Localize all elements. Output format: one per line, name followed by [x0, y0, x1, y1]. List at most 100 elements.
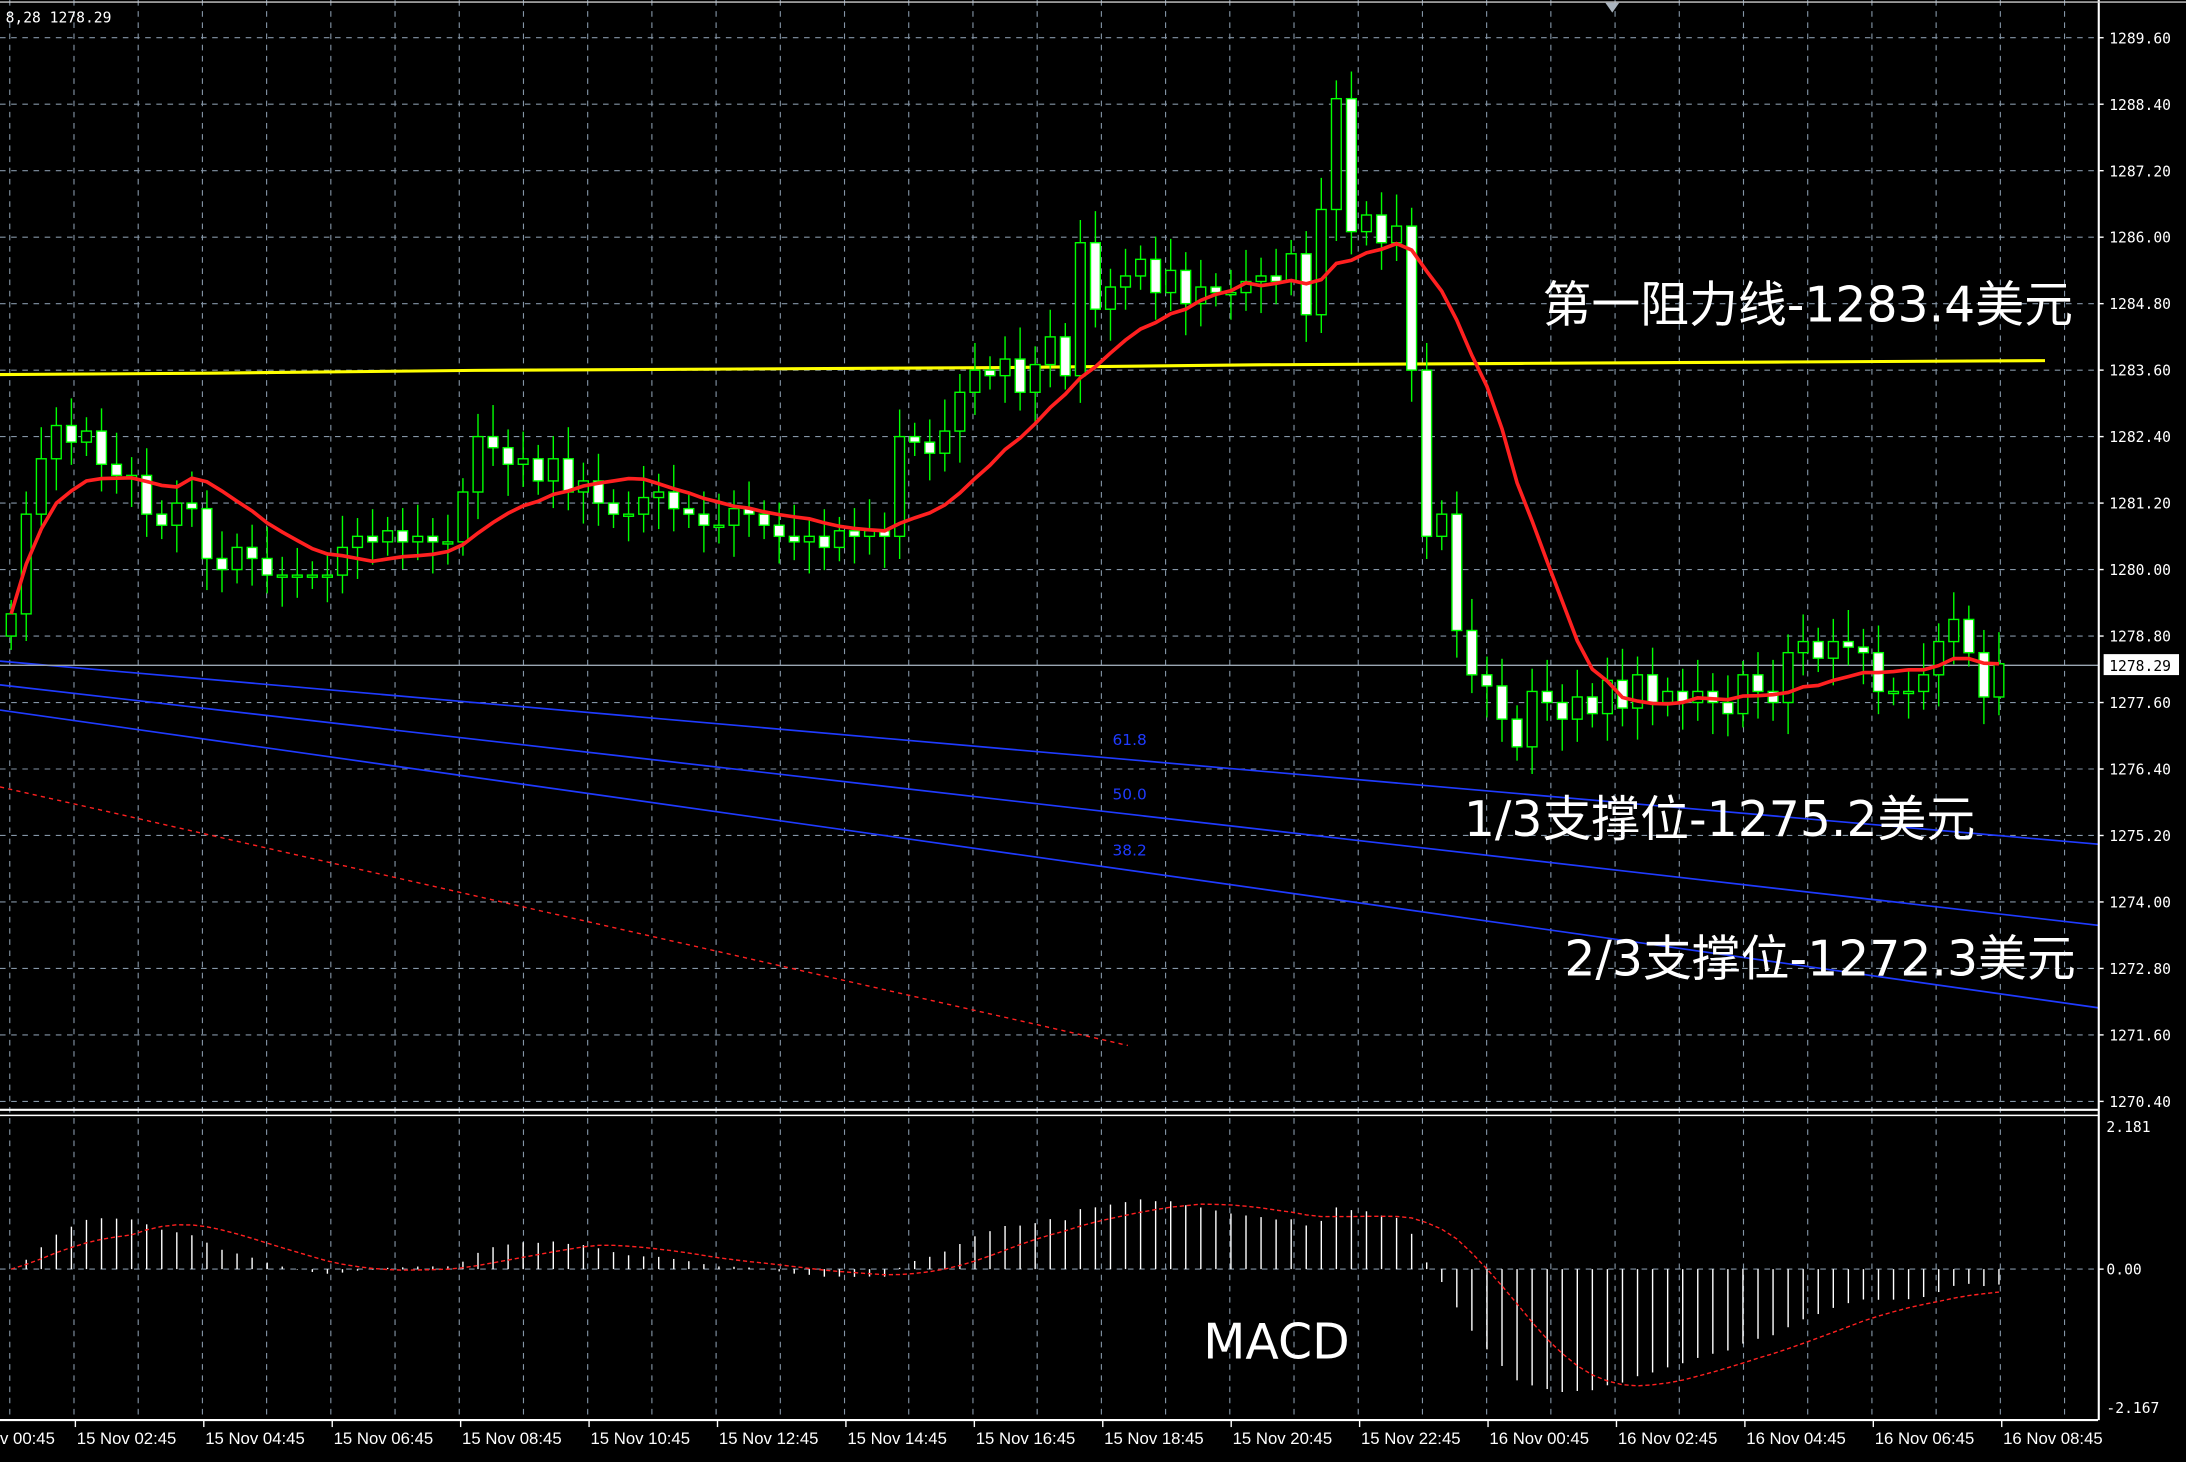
candle — [1827, 618, 1839, 686]
candle — [999, 336, 1011, 403]
bull-candle-body — [1044, 336, 1056, 366]
price-tick-label: 1288.40 — [2109, 97, 2171, 114]
candle — [1044, 309, 1056, 388]
price-tick-label: 1270.40 — [2109, 1094, 2171, 1111]
bull-candle-body — [517, 458, 529, 466]
bear-candle-body — [1767, 690, 1779, 704]
price-tick-label: 1284.80 — [2109, 296, 2171, 313]
price-axis[interactable]: 1289.60 1288.40 1287.20 1286.00 1284.80 1283.… — [2098, 30, 2171, 1111]
bear-candle-body — [683, 507, 695, 515]
bull-candle-body — [1526, 690, 1538, 748]
candle — [1180, 252, 1192, 336]
bull-candle-body — [1571, 696, 1583, 720]
bull-candle-body — [713, 524, 725, 529]
candle — [773, 502, 785, 564]
current-price-label: 1278.29 — [2109, 658, 2171, 675]
candle — [1089, 211, 1101, 328]
macd-max-label: 2.181 — [2106, 1119, 2150, 1136]
candle — [442, 514, 454, 565]
bull-candle-body — [1315, 208, 1327, 316]
fibo-label-38.2: 38.2 — [1113, 841, 1147, 859]
bull-candle-body — [1029, 363, 1041, 393]
candle — [141, 448, 153, 537]
candle — [924, 419, 936, 481]
candle — [1014, 327, 1026, 411]
bear-candle-body — [1421, 369, 1433, 538]
candle — [668, 464, 680, 532]
candle — [1436, 500, 1448, 551]
bull-candle-body — [276, 574, 288, 578]
bear-candle-body — [758, 513, 770, 526]
bear-candle-body — [1722, 701, 1734, 715]
bull-candle-body — [1993, 663, 2005, 698]
candles — [5, 71, 2005, 774]
shift-marker-icon[interactable] — [1605, 2, 1620, 13]
fibo-line-50.0 — [0, 684, 2099, 927]
bear-candle-body — [1466, 629, 1478, 676]
macd-min-label: -2.167 — [2106, 1400, 2159, 1417]
time-tick-label: 15 Nov 12:45 — [719, 1429, 819, 1448]
candle — [984, 356, 996, 390]
bear-candle-body — [1842, 640, 1854, 648]
candle — [35, 427, 47, 533]
price-tick-label: 1281.20 — [2109, 496, 2171, 513]
time-tick-label: 15 Nov 02:45 — [77, 1429, 177, 1448]
time-tick-label: 15 Nov 06:45 — [334, 1429, 434, 1448]
candle — [397, 508, 409, 570]
bull-candle-body — [1074, 242, 1086, 377]
bear-candle-body — [201, 507, 213, 560]
candle — [1918, 643, 1930, 710]
candle — [1631, 656, 1644, 740]
fibo-label-50.0: 50.0 — [1113, 785, 1147, 803]
bear-candle-body — [1180, 269, 1192, 305]
bull-candle-body — [35, 458, 47, 515]
candle — [1978, 629, 1990, 725]
candle — [1104, 268, 1117, 341]
candle — [1466, 598, 1478, 694]
bear-candle-body — [1375, 214, 1388, 244]
bull-candle-body — [1165, 269, 1177, 294]
candle — [1345, 71, 1357, 255]
time-tick-label: 15 Nov 22:45 — [1361, 1429, 1461, 1448]
fibonacci-channel: 61.8 50.0 38.2 — [0, 660, 2099, 1047]
bear-candle-body — [984, 369, 996, 377]
candle — [1571, 669, 1583, 742]
price-tick-label: 1277.60 — [2109, 695, 2171, 712]
bull-candle-body — [1933, 640, 1945, 676]
candle — [1752, 652, 1764, 719]
candle — [1842, 610, 1854, 666]
time-tick-label: 15 Nov 14:45 — [847, 1429, 947, 1448]
bear-candle-body — [1812, 640, 1824, 659]
candle — [1797, 614, 1809, 676]
price-readout: 8,28 1278.29 — [6, 9, 112, 26]
candle — [306, 561, 318, 589]
candle — [1963, 605, 1975, 667]
fibo-label-61.8: 61.8 — [1113, 731, 1147, 749]
bear-candle-body — [773, 524, 785, 538]
candle — [833, 516, 845, 562]
candle — [321, 552, 333, 603]
time-tick-label: v 00:45 — [0, 1429, 55, 1448]
price-tick-label: 1278.80 — [2109, 629, 2171, 646]
candle — [231, 533, 243, 584]
candle — [1135, 245, 1147, 290]
bull-candle-body — [231, 546, 243, 571]
time-tick-label: 15 Nov 10:45 — [590, 1429, 690, 1448]
bull-candle-body — [1360, 214, 1373, 233]
candle — [1451, 491, 1463, 658]
bull-candle-body — [623, 513, 635, 517]
bull-candle-body — [306, 574, 318, 578]
candle — [1029, 346, 1041, 424]
candle — [638, 465, 650, 533]
bull-candle-body — [5, 613, 17, 637]
time-axis[interactable]: v 00:45 15 Nov 02:45 15 Nov 04:45 15 Nov 06… — [0, 1420, 2103, 1448]
candle — [246, 524, 258, 586]
candle — [1165, 238, 1177, 311]
bull-candle-body — [336, 546, 349, 576]
candle — [592, 453, 605, 526]
macd-signal-line — [10, 1203, 2000, 1387]
time-tick-label: 16 Nov 02:45 — [1618, 1429, 1718, 1448]
candle — [1150, 236, 1162, 320]
bear-candle-body — [1511, 718, 1523, 748]
